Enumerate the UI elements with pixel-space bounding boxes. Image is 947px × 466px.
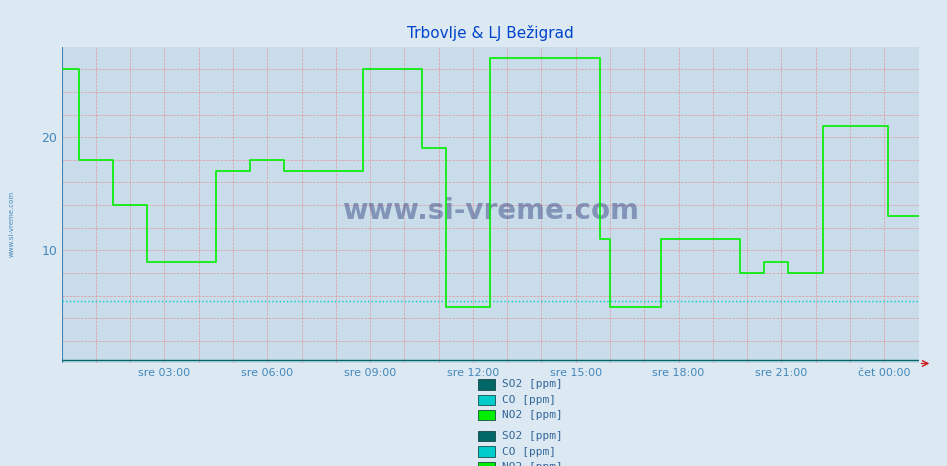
Text: CO [ppm]: CO [ppm] — [502, 446, 556, 457]
Text: www.si-vreme.com: www.si-vreme.com — [9, 191, 14, 257]
Text: SO2 [ppm]: SO2 [ppm] — [502, 379, 563, 390]
Text: CO [ppm]: CO [ppm] — [502, 395, 556, 405]
Text: www.si-vreme.com: www.si-vreme.com — [342, 198, 638, 226]
Text: SO2 [ppm]: SO2 [ppm] — [502, 431, 563, 441]
Title: Trbovlje & LJ Bežigrad: Trbovlje & LJ Bežigrad — [406, 25, 574, 41]
Text: NO2 [ppm]: NO2 [ppm] — [502, 410, 563, 420]
Text: NO2 [ppm]: NO2 [ppm] — [502, 462, 563, 466]
